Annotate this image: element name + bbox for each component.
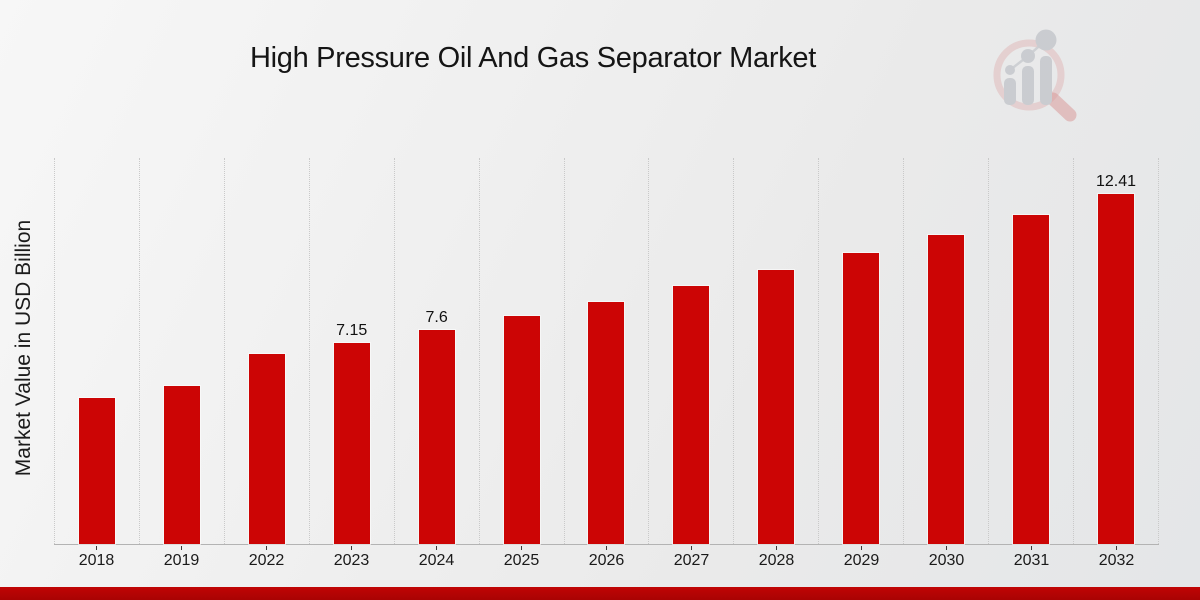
bar-column: 7.6: [393, 158, 479, 544]
x-tick-label: 2022: [248, 552, 285, 569]
x-axis: 2018 2019 2022 2023 2024 2025 2026 2027 2028 2029…: [54, 546, 1159, 570]
magnifier-bar-chart-logo: [993, 29, 1077, 122]
x-tick-group: 2027: [649, 546, 734, 570]
bar: [843, 252, 880, 544]
bar-value-label: 7.15: [336, 321, 368, 339]
x-tick-label: 2030: [928, 552, 965, 569]
x-tick-mark: [521, 546, 522, 550]
x-tick-label: 2026: [588, 552, 625, 569]
x-tick-label: 2032: [1098, 552, 1135, 569]
bar: [418, 329, 455, 544]
x-tick-mark: [436, 546, 437, 550]
bar-column: [818, 158, 903, 544]
bar-value-label: 7.6: [425, 308, 448, 326]
x-tick-mark: [96, 546, 97, 550]
logo-bar-icon: [1040, 56, 1052, 105]
bar-column: 12.41: [1073, 158, 1159, 544]
x-tick-label: 2027: [673, 552, 710, 569]
bar: [163, 386, 200, 544]
magnifier-handle-icon: [1046, 92, 1077, 122]
bar: [1098, 194, 1135, 544]
x-tick-group: 2022: [224, 546, 309, 570]
x-tick-mark: [861, 546, 862, 550]
x-tick-group: 2032: [1074, 546, 1159, 570]
trend-dot-icon: [1005, 65, 1015, 75]
x-tick-label: 2025: [503, 552, 540, 569]
x-tick-label: 2023: [333, 552, 370, 569]
x-tick-mark: [946, 546, 947, 550]
bar: [1013, 215, 1050, 544]
bar: [928, 235, 965, 544]
x-tick-group: 2019: [139, 546, 224, 570]
x-tick-mark: [1031, 546, 1032, 550]
logo-bar-icon: [1004, 78, 1016, 105]
x-tick-group: 2023: [309, 546, 394, 570]
x-tick-label: 2019: [163, 552, 200, 569]
bar-column: [563, 158, 649, 544]
chart-title: High Pressure Oil And Gas Separator Mark…: [249, 42, 817, 74]
y-axis-label: Market Value in USD Billion: [12, 219, 35, 477]
x-tick-mark: [351, 546, 352, 550]
x-tick-mark: [776, 546, 777, 550]
bar-value-label: 12.41: [1096, 173, 1137, 191]
x-tick-label: 2018: [78, 552, 115, 569]
bar-column: [54, 158, 139, 544]
x-tick-group: 2031: [989, 546, 1074, 570]
x-tick-mark: [181, 546, 182, 550]
x-tick-mark: [266, 546, 267, 550]
x-tick-label: 2029: [843, 552, 880, 569]
x-tick-mark: [691, 546, 692, 550]
x-tick-group: 2030: [904, 546, 989, 570]
bar-column: [903, 158, 988, 544]
bar-column: [988, 158, 1073, 544]
x-tick-group: 2026: [564, 546, 649, 570]
x-tick-group: 2024: [394, 546, 479, 570]
plot-area: 7.15 7.6 12.41: [54, 158, 1159, 545]
x-tick-group: 2029: [819, 546, 904, 570]
bar-column: [223, 158, 309, 544]
x-tick-mark: [606, 546, 607, 550]
bar: [333, 342, 370, 544]
magnifier-lens-icon: [993, 39, 1065, 111]
bar-column: [648, 158, 733, 544]
x-tick-mark: [1116, 546, 1117, 550]
bar: [248, 353, 285, 544]
bar: [588, 301, 625, 544]
trend-dot-icon: [1021, 49, 1035, 63]
x-tick-label: 2024: [418, 552, 455, 569]
bar-column: [138, 158, 224, 544]
bar: [673, 286, 710, 544]
x-tick-group: 2028: [734, 546, 819, 570]
x-tick-label: 2031: [1013, 552, 1050, 569]
x-tick-group: 2018: [54, 546, 139, 570]
x-tick-group: 2025: [479, 546, 564, 570]
bar: [758, 270, 795, 544]
bar: [78, 398, 115, 544]
trend-dot-icon: [1035, 29, 1057, 51]
bar-column: [478, 158, 564, 544]
footer-bar: [0, 587, 1200, 600]
bar-column: [733, 158, 818, 544]
bar-column: 7.15: [308, 158, 394, 544]
x-tick-label: 2028: [758, 552, 795, 569]
logo-bar-icon: [1022, 66, 1034, 105]
bar: [503, 316, 540, 544]
